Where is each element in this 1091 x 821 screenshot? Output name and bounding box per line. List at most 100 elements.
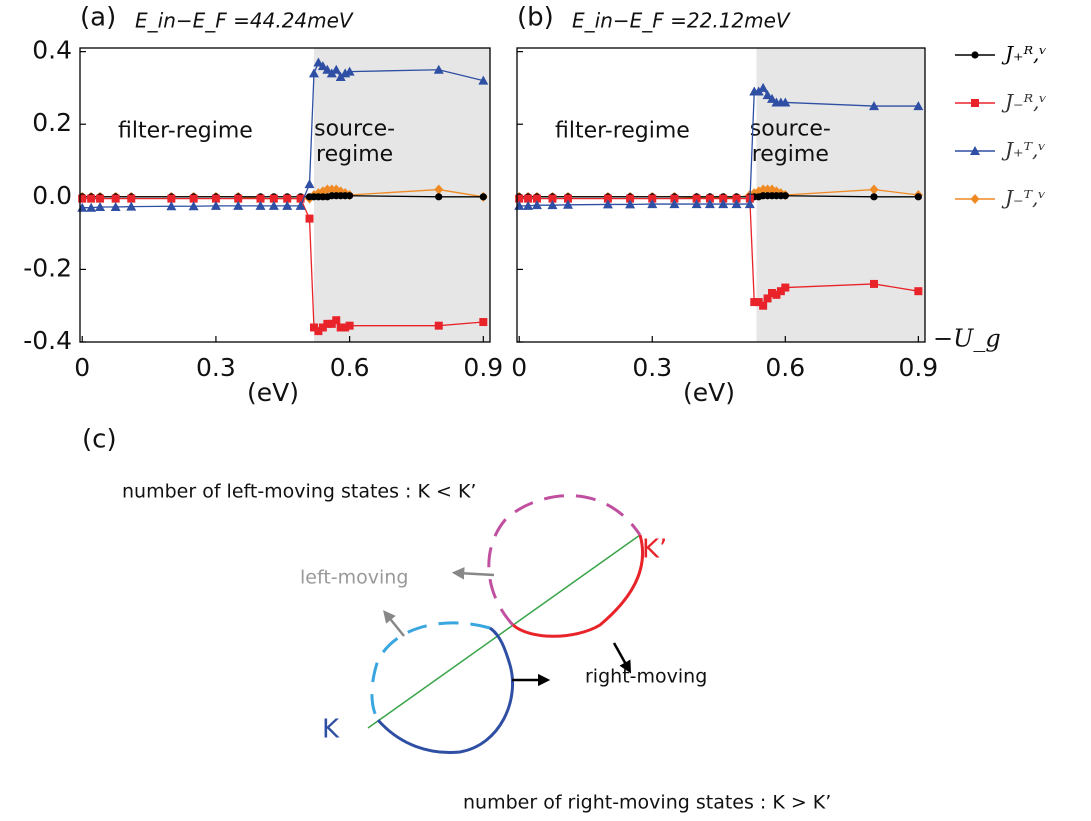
panel-label: (a) (80, 3, 116, 33)
annotation: filter-regime (555, 118, 690, 143)
x-tick-label: 0.3 (196, 353, 236, 382)
data-point (295, 200, 306, 210)
caption: number of right-moving states : K > K’ (463, 792, 831, 814)
panel-label: (b) (517, 3, 554, 33)
data-point (869, 184, 879, 195)
data-point (95, 201, 106, 211)
arrow (383, 610, 405, 637)
legend-marker (970, 194, 980, 204)
data-point (305, 214, 314, 223)
data-point (86, 202, 97, 212)
data-point (188, 201, 199, 211)
data-point (767, 93, 777, 103)
annotation: source- (314, 117, 395, 142)
data-point (78, 194, 87, 203)
data-point (781, 283, 790, 292)
data-point (670, 194, 679, 203)
data-point (323, 319, 332, 328)
legend-label: J₋ᵀ,ᵛ (1001, 186, 1046, 210)
data-point (314, 327, 323, 336)
data-point (211, 194, 220, 203)
data-point (96, 194, 105, 203)
x-tick-label: 0 (74, 353, 90, 382)
data-point (780, 97, 791, 107)
data-point (309, 323, 318, 332)
data-point (754, 298, 763, 307)
data-point (763, 294, 772, 303)
data-point (318, 323, 327, 332)
data-point (313, 57, 324, 67)
data-point (336, 323, 345, 332)
data-point (532, 194, 541, 203)
data-point (269, 194, 278, 203)
data-point (346, 192, 354, 200)
x-tick-label: 0.6 (330, 353, 370, 382)
data-point (523, 200, 534, 210)
data-point (870, 279, 878, 288)
data-point (547, 200, 558, 210)
data-point (322, 64, 333, 74)
data-point (111, 194, 120, 203)
right-moving-label: right-moving (585, 666, 707, 688)
annotation: filter-regime (118, 118, 253, 143)
data-point (744, 199, 755, 209)
y-tick-label: 0.4 (32, 36, 72, 65)
data-point (255, 200, 266, 210)
x-quantity: −U_g (933, 325, 1001, 353)
data-point (478, 75, 489, 85)
arrow (451, 567, 495, 580)
data-point (126, 201, 137, 211)
x-tick-label: 0.9 (463, 353, 503, 382)
caption: number of left-moving states : K < K’ (122, 481, 476, 503)
k-prime-left (487, 494, 642, 627)
data-point (256, 194, 265, 203)
data-point (317, 61, 328, 71)
data-point (110, 201, 121, 211)
data-point (781, 192, 789, 200)
data-point (758, 82, 769, 92)
data-point (705, 194, 714, 203)
data-point (913, 101, 924, 111)
data-point (564, 194, 572, 203)
data-point (762, 90, 773, 100)
legend-marker (970, 146, 980, 155)
data-point (750, 298, 759, 307)
data-point (167, 194, 176, 203)
data-point (344, 66, 355, 76)
data-point (731, 199, 742, 209)
data-point (669, 199, 680, 209)
data-point (234, 194, 243, 203)
data-point (718, 199, 729, 209)
y-tick-label: 0.2 (32, 108, 72, 137)
k-left (370, 621, 491, 721)
data-point (331, 64, 342, 74)
diagram: (c) number of left-moving states : K < K… (82, 425, 831, 814)
data-point (233, 200, 244, 210)
data-point (869, 101, 879, 111)
data-point (296, 194, 305, 203)
data-point (531, 200, 542, 210)
data-point (434, 184, 444, 195)
data-point (648, 194, 657, 203)
x-tick-label: 0.3 (632, 353, 672, 382)
annotation: regime (316, 142, 393, 167)
x-axis-label: (eV) (683, 378, 735, 407)
data-point (625, 199, 636, 209)
data-point (308, 68, 319, 78)
legend-label: J₊ᵀ,ᵛ (1001, 138, 1046, 162)
data-point (268, 200, 279, 210)
data-point (87, 194, 96, 203)
data-point (434, 321, 443, 330)
data-point (704, 199, 715, 209)
data-point (479, 193, 487, 201)
data-point (524, 194, 533, 203)
chart-title: E_in−E_F =44.24meV (135, 9, 354, 33)
data-point (603, 194, 612, 203)
k-prime-right (512, 534, 645, 638)
x-tick-label: 0 (511, 353, 527, 382)
legend-marker (971, 99, 979, 107)
data-point (626, 194, 635, 203)
x-axis-label: (eV) (247, 378, 299, 407)
panel-label: (c) (82, 425, 117, 455)
